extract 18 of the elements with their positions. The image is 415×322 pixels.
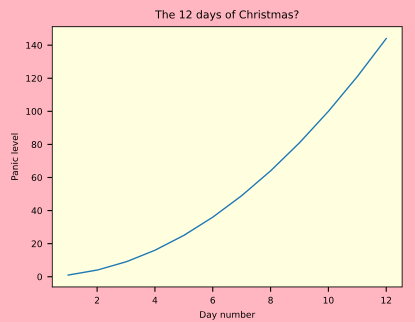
y-tick-label: 100 [26, 108, 42, 115]
y-tick-label: 140 [26, 42, 42, 49]
x-tick-label: 4 [152, 296, 158, 304]
x-tick-label: 10 [324, 296, 334, 304]
y-tick-label: 0 [37, 273, 42, 280]
y-axis-title: Panic level [11, 134, 18, 180]
x-tick-label: 12 [381, 296, 392, 304]
y-tick-label: 20 [32, 240, 42, 248]
x-tick-label: 6 [210, 296, 216, 304]
y-tick-label: 40 [32, 207, 42, 214]
x-tick-label: 2 [94, 296, 100, 304]
x-axis-title: Day number [200, 310, 256, 320]
chart-title: The 12 days of Christmas? [155, 10, 299, 21]
x-tick-label: 8 [268, 296, 273, 304]
y-tick-label: 60 [32, 174, 42, 182]
line-series [67, 38, 387, 276]
y-tick-label: 80 [32, 141, 42, 148]
y-tick-label: 120 [26, 74, 42, 82]
